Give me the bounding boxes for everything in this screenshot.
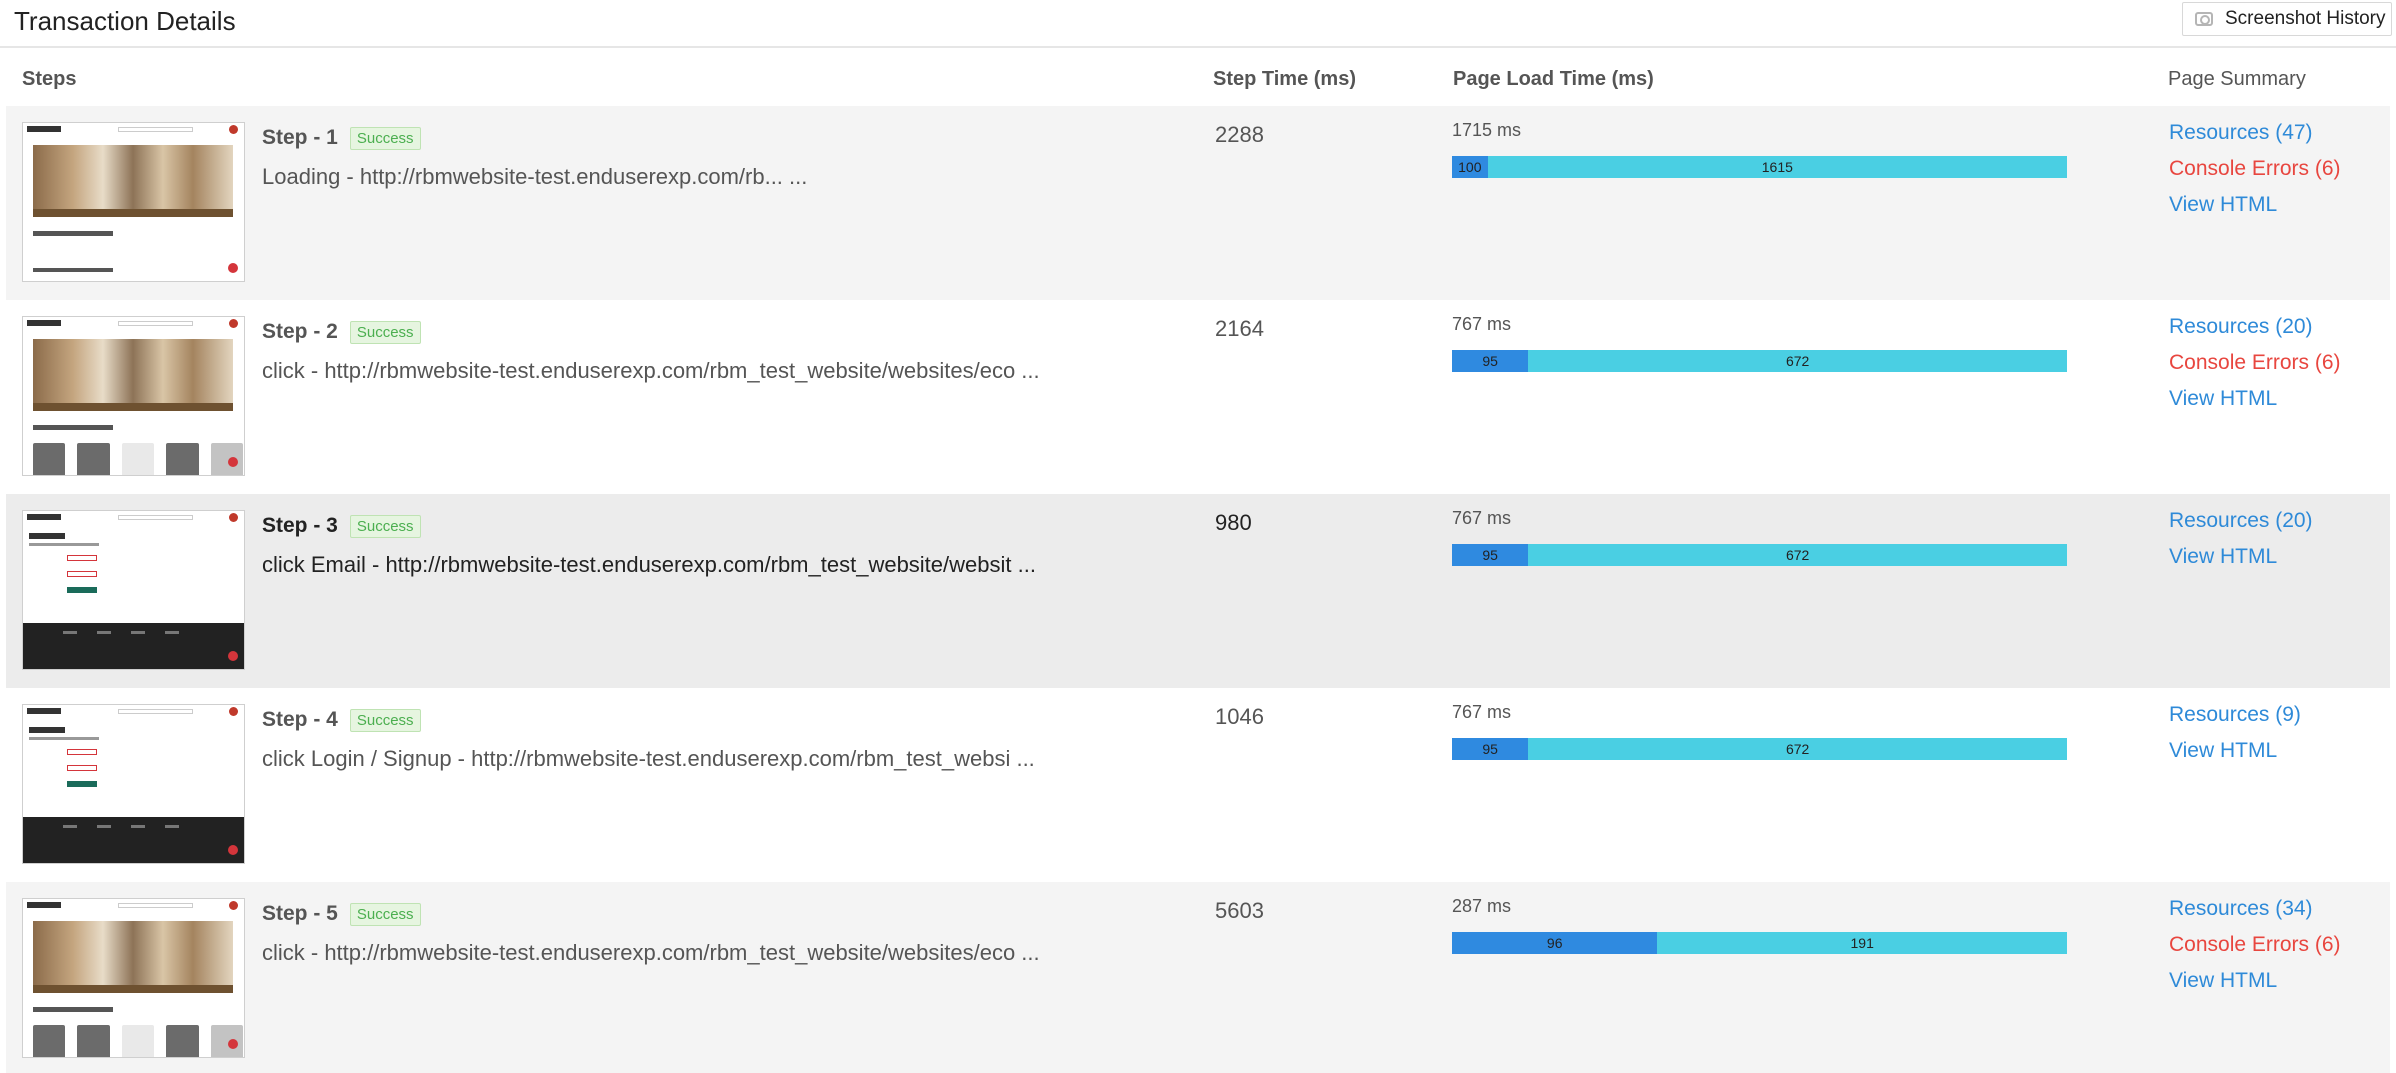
step-time-value: 1046 (1215, 704, 1264, 729)
step-time-value: 980 (1215, 510, 1252, 535)
view-html-link[interactable]: View HTML (2169, 969, 2278, 992)
bar-segment-first: 95 (1452, 350, 1529, 372)
resources-link[interactable]: Resources (9) (2169, 703, 2301, 726)
screenshot-history-button[interactable]: Screenshot History (2182, 2, 2392, 36)
step-time-value: 5603 (1215, 898, 1264, 923)
status-badge: Success (349, 514, 421, 538)
column-header-steps: Steps (22, 68, 77, 90)
bar-segment-second: 1615 (1487, 156, 2067, 178)
status-badge: Success (349, 320, 421, 344)
page-load-bar: 95 672 (1452, 738, 2067, 760)
page-load-bar: 95 672 (1452, 544, 2067, 566)
header-bar: Transaction Details Screenshot History (0, 0, 2396, 48)
step-title: Step - 1 (262, 126, 338, 149)
table-row[interactable]: Step - 1 Success Loading - http://rbmweb… (6, 106, 2390, 300)
camera-icon (2195, 12, 2213, 26)
resources-link[interactable]: Resources (20) (2169, 315, 2313, 338)
page-load-time-label: 767 ms (1452, 508, 1512, 528)
page-summary: Resources (47) Console Errors (6) View H… (2169, 120, 2341, 217)
table-row[interactable]: Step - 3 Success click Email - http://rb… (6, 494, 2390, 688)
step-title: Step - 5 (262, 902, 338, 925)
status-badge: Success (349, 126, 421, 150)
page-load-time-label: 287 ms (1452, 896, 1512, 916)
screenshot-history-label: Screenshot History (2225, 8, 2386, 29)
bar-segment-second: 672 (1528, 738, 2067, 760)
page-title: Transaction Details (14, 6, 236, 36)
step-description: Loading - http://rbmwebsite-test.enduser… (262, 164, 808, 189)
page-load-time-label: 767 ms (1452, 314, 1512, 334)
step-screenshot-thumbnail[interactable] (22, 122, 245, 282)
column-header-page-load-time: Page Load Time (ms) (1453, 68, 1654, 90)
step-time-value: 2288 (1215, 122, 1264, 147)
page-load-time-label: 767 ms (1452, 702, 1512, 722)
bar-segment-second: 191 (1657, 932, 2067, 954)
bar-segment-first: 95 (1452, 738, 1529, 760)
step-title: Step - 3 (262, 514, 338, 537)
view-html-link[interactable]: View HTML (2169, 193, 2278, 216)
table-row[interactable]: Step - 5 Success click - http://rbmwebsi… (6, 882, 2390, 1073)
page-summary: Resources (20) Console Errors (6) View H… (2169, 314, 2341, 411)
step-screenshot-thumbnail[interactable] (22, 898, 245, 1058)
page-summary: Resources (9) View HTML (2169, 702, 2301, 763)
view-html-link[interactable]: View HTML (2169, 739, 2278, 762)
step-time-value: 2164 (1215, 316, 1264, 341)
bar-segment-first: 96 (1452, 932, 1658, 954)
bar-segment-second: 672 (1528, 544, 2067, 566)
page-load-bar: 100 1615 (1452, 156, 2067, 178)
column-header-step-time: Step Time (ms) (1213, 68, 1356, 90)
resources-link[interactable]: Resources (20) (2169, 509, 2313, 532)
step-title: Step - 2 (262, 320, 338, 343)
step-screenshot-thumbnail[interactable] (22, 510, 245, 670)
bar-segment-first: 95 (1452, 544, 1529, 566)
console-errors-link[interactable]: Console Errors (6) (2169, 157, 2341, 180)
step-description: click Email - http://rbmwebsite-test.end… (262, 552, 1036, 577)
table-header: Steps Step Time (ms) Page Load Time (ms)… (0, 60, 2396, 102)
step-description: click - http://rbmwebsite-test.enduserex… (262, 358, 1040, 383)
bar-segment-second: 672 (1528, 350, 2067, 372)
status-badge: Success (349, 708, 421, 732)
page-load-bar: 96 191 (1452, 932, 2067, 954)
table-row[interactable]: Step - 2 Success click - http://rbmwebsi… (6, 300, 2390, 494)
console-errors-link[interactable]: Console Errors (6) (2169, 351, 2341, 374)
step-screenshot-thumbnail[interactable] (22, 704, 245, 864)
page-load-time-label: 1715 ms (1452, 120, 1522, 140)
step-screenshot-thumbnail[interactable] (22, 316, 245, 476)
view-html-link[interactable]: View HTML (2169, 387, 2278, 410)
step-description: click Login / Signup - http://rbmwebsite… (262, 746, 1035, 771)
page-summary: Resources (34) Console Errors (6) View H… (2169, 896, 2341, 993)
page-summary: Resources (20) View HTML (2169, 508, 2313, 569)
console-errors-link[interactable]: Console Errors (6) (2169, 933, 2341, 956)
status-badge: Success (349, 902, 421, 926)
step-title: Step - 4 (262, 708, 338, 731)
view-html-link[interactable]: View HTML (2169, 545, 2278, 568)
page-load-bar: 95 672 (1452, 350, 2067, 372)
column-header-page-summary: Page Summary (2168, 68, 2306, 90)
table-row[interactable]: Step - 4 Success click Login / Signup - … (6, 688, 2390, 882)
resources-link[interactable]: Resources (47) (2169, 121, 2313, 144)
bar-segment-first: 100 (1452, 156, 1488, 178)
resources-link[interactable]: Resources (34) (2169, 897, 2313, 920)
step-description: click - http://rbmwebsite-test.enduserex… (262, 940, 1040, 965)
